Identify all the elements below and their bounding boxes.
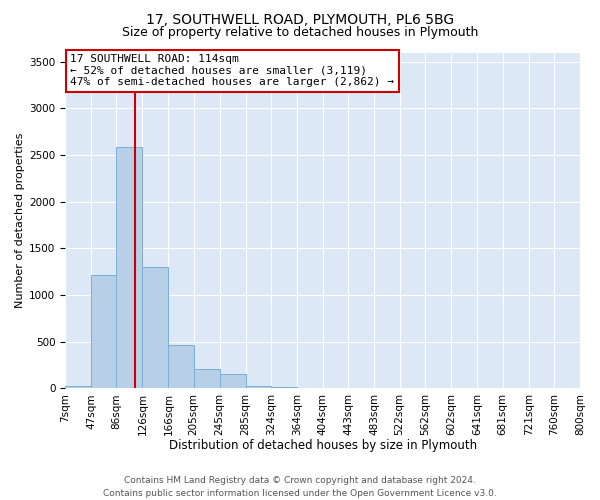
Text: Size of property relative to detached houses in Plymouth: Size of property relative to detached ho… bbox=[122, 26, 478, 39]
Text: Contains HM Land Registry data © Crown copyright and database right 2024.
Contai: Contains HM Land Registry data © Crown c… bbox=[103, 476, 497, 498]
X-axis label: Distribution of detached houses by size in Plymouth: Distribution of detached houses by size … bbox=[169, 440, 476, 452]
Bar bbox=[194, 369, 220, 388]
Bar bbox=[142, 267, 169, 388]
Bar bbox=[169, 345, 194, 389]
Bar bbox=[116, 146, 142, 388]
Bar bbox=[91, 276, 116, 388]
Text: 17, SOUTHWELL ROAD, PLYMOUTH, PL6 5BG: 17, SOUTHWELL ROAD, PLYMOUTH, PL6 5BG bbox=[146, 12, 454, 26]
Bar bbox=[65, 386, 91, 388]
Bar bbox=[245, 386, 271, 388]
Text: 17 SOUTHWELL ROAD: 114sqm
← 52% of detached houses are smaller (3,119)
47% of se: 17 SOUTHWELL ROAD: 114sqm ← 52% of detac… bbox=[70, 54, 394, 88]
Bar bbox=[220, 374, 245, 388]
Y-axis label: Number of detached properties: Number of detached properties bbox=[15, 132, 25, 308]
